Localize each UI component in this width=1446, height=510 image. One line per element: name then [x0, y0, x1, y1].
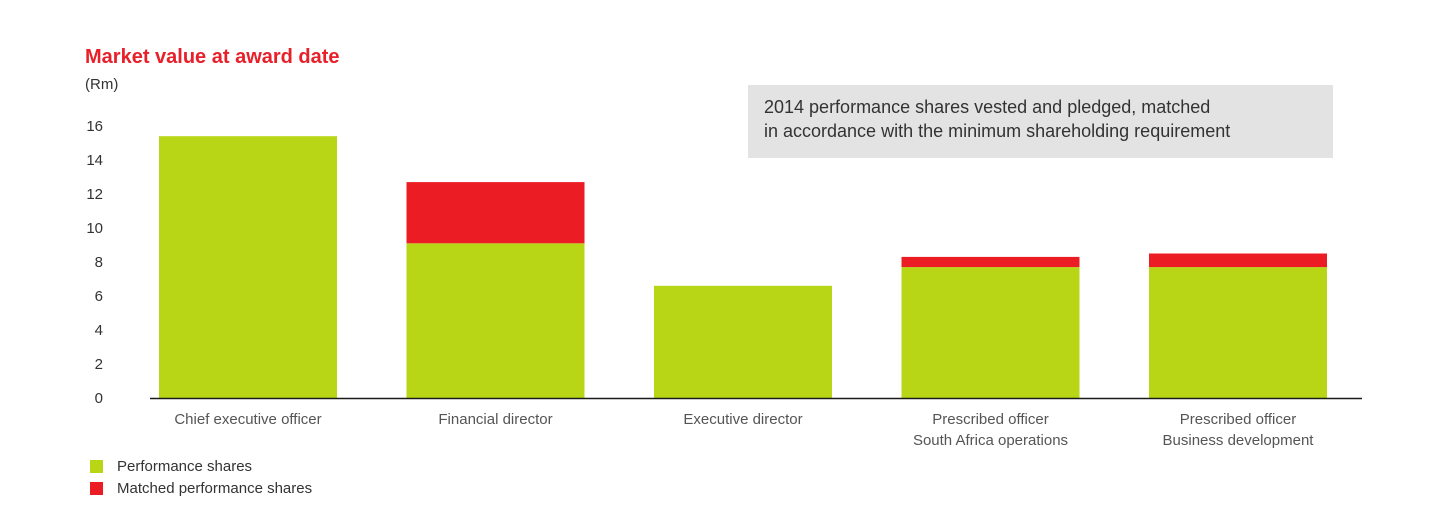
- y-tick-label: 2: [95, 356, 103, 373]
- bar-performance-shares: [159, 136, 337, 398]
- annotation-line-1: 2014 performance shares vested and pledg…: [764, 97, 1211, 117]
- y-tick-label: 16: [86, 118, 103, 135]
- y-tick-label: 10: [86, 220, 103, 237]
- chart-title: Market value at award date: [85, 46, 340, 68]
- y-tick-label: 6: [95, 288, 103, 305]
- bar-performance-shares: [654, 285, 832, 398]
- x-category-label: Prescribed officer: [932, 411, 1048, 428]
- legend-label-performance-shares: Performance shares: [117, 457, 253, 475]
- y-axis-unit-label: (Rm): [85, 76, 119, 93]
- x-category-label: South Africa operations: [913, 432, 1068, 449]
- bar-performance-shares: [1149, 267, 1327, 398]
- x-category-label: Business development: [1163, 432, 1315, 449]
- bar-performance-shares: [406, 243, 585, 398]
- annotation-box: 2014 performance shares vested and pledg…: [748, 85, 1333, 158]
- x-category-label: Chief executive officer: [174, 411, 321, 428]
- x-category-label: Prescribed officer: [1180, 411, 1296, 428]
- y-tick-label: 8: [95, 254, 103, 271]
- bar-matched-performance-shares: [1149, 253, 1327, 268]
- bar-performance-shares: [901, 267, 1080, 398]
- x-category-label: Financial director: [438, 411, 552, 428]
- legend-item-performance-shares: Performance shares: [90, 455, 312, 477]
- legend: Performance shares Matched performance s…: [90, 455, 312, 499]
- legend-swatch-performance-shares: [90, 459, 103, 473]
- y-tick-label: 4: [95, 322, 103, 339]
- legend-item-matched-performance-shares: Matched performance shares: [90, 477, 312, 499]
- y-tick-label: 12: [86, 186, 103, 203]
- legend-label-matched-performance-shares: Matched performance shares: [117, 479, 313, 497]
- annotation-line-2: in accordance with the minimum sharehold…: [764, 121, 1231, 141]
- bar-matched-performance-shares: [406, 182, 585, 244]
- y-tick-label: 0: [95, 390, 103, 407]
- bar-matched-performance-shares: [901, 256, 1080, 268]
- x-category-label: Executive director: [683, 411, 802, 428]
- legend-swatch-matched-performance-shares: [90, 481, 103, 495]
- y-tick-label: 14: [86, 152, 103, 169]
